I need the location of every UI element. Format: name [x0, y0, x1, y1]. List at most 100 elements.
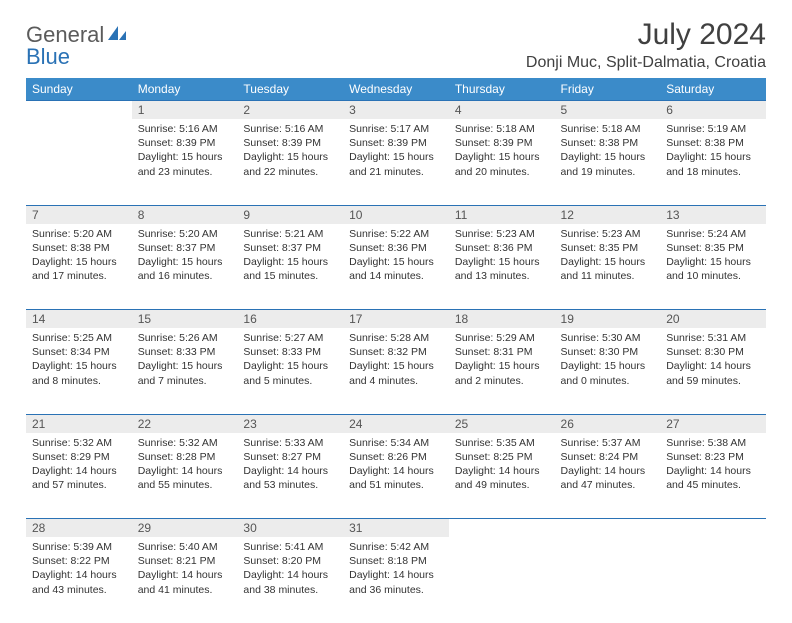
sunrise-text: Sunrise: 5:18 AM — [561, 122, 655, 136]
sunset-text: Sunset: 8:30 PM — [561, 345, 655, 359]
weekday-header: Wednesday — [343, 78, 449, 101]
daylight-text: Daylight: 15 hours and 4 minutes. — [349, 359, 443, 387]
daylight-text: Daylight: 15 hours and 10 minutes. — [666, 255, 760, 283]
sunset-text: Sunset: 8:39 PM — [138, 136, 232, 150]
day-cell: Sunrise: 5:16 AMSunset: 8:39 PMDaylight:… — [237, 119, 343, 205]
sunset-text: Sunset: 8:38 PM — [32, 241, 126, 255]
day-number-row: 28293031 — [26, 519, 766, 538]
sunset-text: Sunset: 8:28 PM — [138, 450, 232, 464]
sunrise-text: Sunrise: 5:34 AM — [349, 436, 443, 450]
day-number-cell: 12 — [555, 205, 661, 224]
day-cell: Sunrise: 5:34 AMSunset: 8:26 PMDaylight:… — [343, 433, 449, 519]
day-content-row: Sunrise: 5:39 AMSunset: 8:22 PMDaylight:… — [26, 537, 766, 623]
daylight-text: Daylight: 15 hours and 7 minutes. — [138, 359, 232, 387]
day-number-row: 21222324252627 — [26, 414, 766, 433]
day-cell: Sunrise: 5:37 AMSunset: 8:24 PMDaylight:… — [555, 433, 661, 519]
month-title: July 2024 — [526, 18, 766, 52]
day-cell: Sunrise: 5:31 AMSunset: 8:30 PMDaylight:… — [660, 328, 766, 414]
sunrise-text: Sunrise: 5:16 AM — [138, 122, 232, 136]
sunrise-text: Sunrise: 5:25 AM — [32, 331, 126, 345]
day-cell: Sunrise: 5:33 AMSunset: 8:27 PMDaylight:… — [237, 433, 343, 519]
sail-icon — [106, 24, 128, 46]
day-details: Sunrise: 5:41 AMSunset: 8:20 PMDaylight:… — [237, 537, 343, 601]
sunrise-text: Sunrise: 5:22 AM — [349, 227, 443, 241]
sunrise-text: Sunrise: 5:41 AM — [243, 540, 337, 554]
sunset-text: Sunset: 8:22 PM — [32, 554, 126, 568]
daylight-text: Daylight: 15 hours and 14 minutes. — [349, 255, 443, 283]
weekday-header: Saturday — [660, 78, 766, 101]
sunset-text: Sunset: 8:39 PM — [243, 136, 337, 150]
day-cell: Sunrise: 5:39 AMSunset: 8:22 PMDaylight:… — [26, 537, 132, 623]
day-cell: Sunrise: 5:32 AMSunset: 8:28 PMDaylight:… — [132, 433, 238, 519]
day-cell: Sunrise: 5:17 AMSunset: 8:39 PMDaylight:… — [343, 119, 449, 205]
day-number-row: 14151617181920 — [26, 310, 766, 329]
sunset-text: Sunset: 8:35 PM — [666, 241, 760, 255]
daylight-text: Daylight: 14 hours and 53 minutes. — [243, 464, 337, 492]
daylight-text: Daylight: 15 hours and 21 minutes. — [349, 150, 443, 178]
day-cell: Sunrise: 5:21 AMSunset: 8:37 PMDaylight:… — [237, 224, 343, 310]
sunset-text: Sunset: 8:33 PM — [243, 345, 337, 359]
sunrise-text: Sunrise: 5:26 AM — [138, 331, 232, 345]
day-details: Sunrise: 5:26 AMSunset: 8:33 PMDaylight:… — [132, 328, 238, 392]
daylight-text: Daylight: 14 hours and 45 minutes. — [666, 464, 760, 492]
sunset-text: Sunset: 8:18 PM — [349, 554, 443, 568]
day-details: Sunrise: 5:42 AMSunset: 8:18 PMDaylight:… — [343, 537, 449, 601]
day-number-cell: 22 — [132, 414, 238, 433]
day-cell: Sunrise: 5:20 AMSunset: 8:38 PMDaylight:… — [26, 224, 132, 310]
sunset-text: Sunset: 8:30 PM — [666, 345, 760, 359]
day-cell: Sunrise: 5:23 AMSunset: 8:35 PMDaylight:… — [555, 224, 661, 310]
sunset-text: Sunset: 8:37 PM — [138, 241, 232, 255]
daylight-text: Daylight: 14 hours and 43 minutes. — [32, 568, 126, 596]
day-number-cell: 31 — [343, 519, 449, 538]
daylight-text: Daylight: 15 hours and 20 minutes. — [455, 150, 549, 178]
sunset-text: Sunset: 8:20 PM — [243, 554, 337, 568]
calendar-table: Sunday Monday Tuesday Wednesday Thursday… — [26, 78, 766, 623]
day-details: Sunrise: 5:20 AMSunset: 8:37 PMDaylight:… — [132, 224, 238, 288]
day-cell: Sunrise: 5:24 AMSunset: 8:35 PMDaylight:… — [660, 224, 766, 310]
sunrise-text: Sunrise: 5:18 AM — [455, 122, 549, 136]
day-details: Sunrise: 5:25 AMSunset: 8:34 PMDaylight:… — [26, 328, 132, 392]
day-number-cell: 8 — [132, 205, 238, 224]
day-cell: Sunrise: 5:38 AMSunset: 8:23 PMDaylight:… — [660, 433, 766, 519]
daylight-text: Daylight: 14 hours and 36 minutes. — [349, 568, 443, 596]
day-cell: Sunrise: 5:18 AMSunset: 8:39 PMDaylight:… — [449, 119, 555, 205]
day-details: Sunrise: 5:27 AMSunset: 8:33 PMDaylight:… — [237, 328, 343, 392]
day-cell: Sunrise: 5:22 AMSunset: 8:36 PMDaylight:… — [343, 224, 449, 310]
sunrise-text: Sunrise: 5:19 AM — [666, 122, 760, 136]
day-details: Sunrise: 5:21 AMSunset: 8:37 PMDaylight:… — [237, 224, 343, 288]
sunset-text: Sunset: 8:37 PM — [243, 241, 337, 255]
day-details: Sunrise: 5:31 AMSunset: 8:30 PMDaylight:… — [660, 328, 766, 392]
day-cell: Sunrise: 5:19 AMSunset: 8:38 PMDaylight:… — [660, 119, 766, 205]
daylight-text: Daylight: 15 hours and 19 minutes. — [561, 150, 655, 178]
sunset-text: Sunset: 8:25 PM — [455, 450, 549, 464]
day-number-cell: 27 — [660, 414, 766, 433]
sunrise-text: Sunrise: 5:40 AM — [138, 540, 232, 554]
weekday-header: Tuesday — [237, 78, 343, 101]
daylight-text: Daylight: 15 hours and 8 minutes. — [32, 359, 126, 387]
day-details: Sunrise: 5:16 AMSunset: 8:39 PMDaylight:… — [132, 119, 238, 183]
day-number-cell — [26, 101, 132, 120]
sunset-text: Sunset: 8:23 PM — [666, 450, 760, 464]
sunset-text: Sunset: 8:34 PM — [32, 345, 126, 359]
daylight-text: Daylight: 14 hours and 57 minutes. — [32, 464, 126, 492]
calendar-body: 123456Sunrise: 5:16 AMSunset: 8:39 PMDay… — [26, 101, 766, 623]
sunset-text: Sunset: 8:27 PM — [243, 450, 337, 464]
daylight-text: Daylight: 14 hours and 59 minutes. — [666, 359, 760, 387]
day-number-cell: 1 — [132, 101, 238, 120]
sunset-text: Sunset: 8:35 PM — [561, 241, 655, 255]
sunrise-text: Sunrise: 5:35 AM — [455, 436, 549, 450]
daylight-text: Daylight: 15 hours and 5 minutes. — [243, 359, 337, 387]
sunset-text: Sunset: 8:32 PM — [349, 345, 443, 359]
weekday-header: Friday — [555, 78, 661, 101]
day-number-cell: 2 — [237, 101, 343, 120]
sunset-text: Sunset: 8:38 PM — [561, 136, 655, 150]
day-content-row: Sunrise: 5:32 AMSunset: 8:29 PMDaylight:… — [26, 433, 766, 519]
sunset-text: Sunset: 8:24 PM — [561, 450, 655, 464]
daylight-text: Daylight: 15 hours and 2 minutes. — [455, 359, 549, 387]
sunrise-text: Sunrise: 5:30 AM — [561, 331, 655, 345]
daylight-text: Daylight: 15 hours and 0 minutes. — [561, 359, 655, 387]
day-cell: Sunrise: 5:40 AMSunset: 8:21 PMDaylight:… — [132, 537, 238, 623]
sunset-text: Sunset: 8:21 PM — [138, 554, 232, 568]
day-number-cell: 16 — [237, 310, 343, 329]
day-cell — [26, 119, 132, 205]
